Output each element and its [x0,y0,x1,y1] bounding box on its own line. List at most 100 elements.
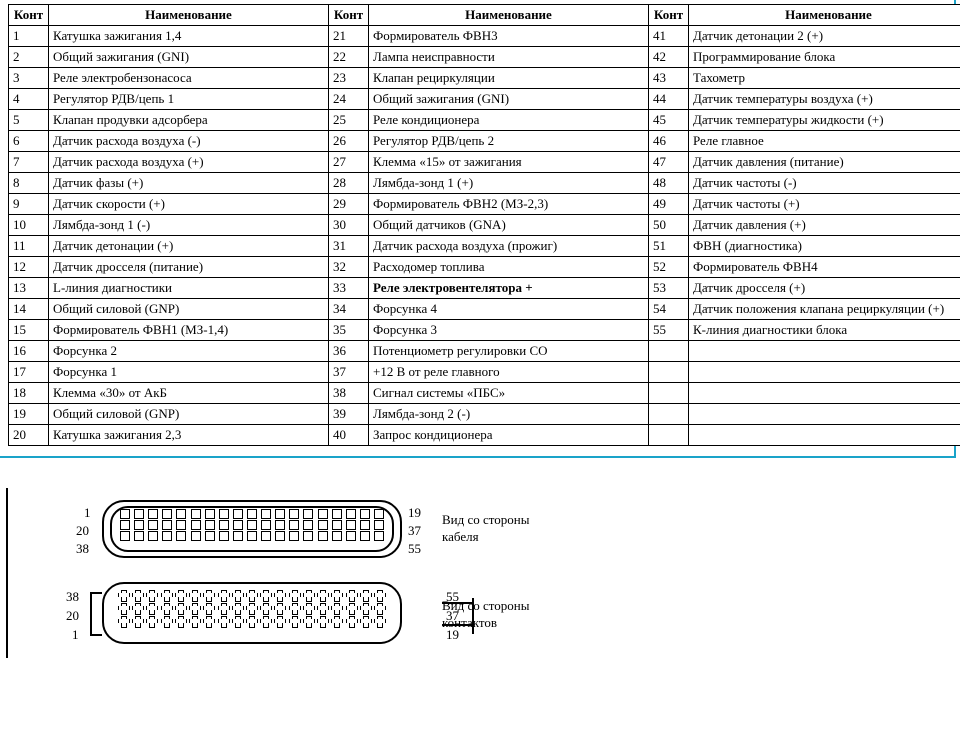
connector-pin [303,509,313,519]
cell-kont: 13 [9,278,49,299]
connector-pin [260,616,272,628]
cell-name: Датчик давления (питание) [689,152,960,173]
connector-pin [203,603,215,615]
table-row: 2Общий зажигания (GNI)22Лампа неисправно… [9,47,960,68]
connector-pin [146,616,158,628]
connector-pin [303,590,315,602]
connector-pin [233,520,243,530]
connector-pin [360,520,370,530]
connector-body [102,582,402,644]
cell-kont: 46 [649,131,689,152]
cell-kont: 47 [649,152,689,173]
connector-pin [205,531,215,541]
cell-name: Лямбда-зонд 1 (-) [49,215,329,236]
cell-name: Датчик частоты (+) [689,194,960,215]
connector-pin [374,509,384,519]
cell-kont: 45 [649,110,689,131]
header-kont-2: Конт [329,5,369,26]
cell-name: Катушка зажигания 1,4 [49,26,329,47]
cell-kont: 36 [329,341,369,362]
connector-pin [162,520,172,530]
cell-kont: 39 [329,404,369,425]
connector-pin [260,603,272,615]
pin-label: 20 [66,609,79,622]
connector-pin [289,509,299,519]
pin-label: 1 [72,628,79,641]
connector-pin [191,509,201,519]
table-row: 8Датчик фазы (+)28Лямбда-зонд 1 (+)48Дат… [9,173,960,194]
table-row: 20Катушка зажигания 2,340Запрос кондицио… [9,425,960,446]
cell-name: Регулятор РДВ/цепь 1 [49,89,329,110]
table-row: 11Датчик детонации (+)31Датчик расхода в… [9,236,960,257]
connector-pin [162,531,172,541]
connector-pin [148,509,158,519]
cell-kont: 29 [329,194,369,215]
connector-pin [261,531,271,541]
connector-pin [203,590,215,602]
cell-name [689,425,960,446]
pin-label: 20 [76,524,89,537]
cell-name: Катушка зажигания 2,3 [49,425,329,446]
cell-name: L-линия диагностики [49,278,329,299]
cell-name: Клемма «15» от зажигания [369,152,649,173]
connector-pin [161,590,173,602]
connector-pin [346,603,358,615]
cell-kont: 35 [329,320,369,341]
cell-name: Лямбда-зонд 1 (+) [369,173,649,194]
pin-label: 37 [408,524,421,537]
connector-pin [274,616,286,628]
connector-pin [289,603,301,615]
table-row: 10Лямбда-зонд 1 (-)30Общий датчиков (GNA… [9,215,960,236]
cell-kont: 52 [649,257,689,278]
connector-pin [132,603,144,615]
table-row: 4Регулятор РДВ/цепь 124Общий зажигания (… [9,89,960,110]
table-row: 14Общий силовой (GNP)34Форсунка 454Датчи… [9,299,960,320]
cell-name: Датчик детонации 2 (+) [689,26,960,47]
connector-pin [346,520,356,530]
cell-kont: 14 [9,299,49,320]
cell-kont: 31 [329,236,369,257]
cell-kont: 6 [9,131,49,152]
connector-pin [275,531,285,541]
cell-kont: 9 [9,194,49,215]
connector-pin [346,531,356,541]
cell-kont: 33 [329,278,369,299]
connector-pin [317,603,329,615]
caption-contacts-side: Вид со стороныконтактов [442,598,529,632]
cell-kont: 40 [329,425,369,446]
connector-pin [233,509,243,519]
cell-name: Датчик положения клапана рециркуляции (+… [689,299,960,320]
cell-kont [649,383,689,404]
connector-pin [374,531,384,541]
cell-name: Тахометр [689,68,960,89]
cell-kont: 7 [9,152,49,173]
connector-pin [120,520,130,530]
cell-kont: 21 [329,26,369,47]
connector-pin [374,603,386,615]
connector-pin [118,590,130,602]
connector-pin [148,531,158,541]
cell-name: Форсунка 2 [49,341,329,362]
cell-kont: 19 [9,404,49,425]
connector-pin [233,531,243,541]
connector-pin [134,531,144,541]
cell-name: Сигнал системы «ПБС» [369,383,649,404]
cell-name: Форсунка 4 [369,299,649,320]
cell-kont [649,404,689,425]
cell-name: +12 В от реле главного [369,362,649,383]
cell-kont: 50 [649,215,689,236]
connector-pin [274,603,286,615]
cell-kont: 12 [9,257,49,278]
cell-kont: 51 [649,236,689,257]
cell-kont [649,341,689,362]
table-row: 18Клемма «30» от АкБ38Сигнал системы «ПБ… [9,383,960,404]
connector-pin [120,509,130,519]
cell-kont: 37 [329,362,369,383]
connector-pin [120,531,130,541]
connector-pin [346,590,358,602]
margin-rule [6,488,8,658]
connector-pin [332,520,342,530]
cell-kont: 44 [649,89,689,110]
connector-pin [246,616,258,628]
connector-pin [374,616,386,628]
